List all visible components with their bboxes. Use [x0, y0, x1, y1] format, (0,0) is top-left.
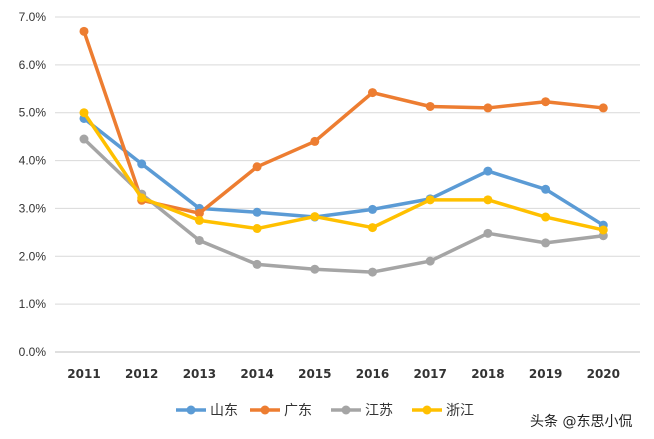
data-point: [368, 204, 377, 214]
data-point: [598, 103, 608, 113]
x-tick-label: 2013: [183, 367, 216, 381]
legend-label: 广东: [284, 403, 312, 419]
y-tick-label: 7.0%: [19, 10, 47, 24]
y-tick-label: 6.0%: [19, 58, 47, 72]
data-point: [541, 184, 551, 194]
series-3: [79, 108, 608, 235]
legend-entry: 浙江: [412, 403, 474, 419]
data-point: [252, 259, 262, 269]
x-tick-label: 2011: [67, 367, 100, 381]
x-tick-label: 2015: [298, 367, 331, 381]
y-axis-ticks: 0.0% 1.0% 2.0% 3.0% 4.0% 5.0% 6.0% 7.0%: [19, 10, 47, 359]
series-line: [82, 137, 606, 274]
legend-entry: 江苏: [331, 403, 393, 419]
data-point: [310, 136, 320, 146]
watermark-text: 头条 @东思小侃: [530, 413, 632, 430]
legend-label: 山东: [210, 403, 238, 419]
data-point: [541, 238, 551, 248]
data-point: [194, 235, 204, 245]
legend-marker: [422, 405, 432, 415]
x-tick-label: 2018: [471, 367, 504, 381]
legend-entry: 广东: [250, 403, 312, 419]
data-point: [79, 26, 89, 36]
x-tick-label: 2019: [529, 367, 562, 381]
y-tick-label: 2.0%: [19, 249, 47, 263]
data-point: [368, 88, 377, 98]
data-point: [194, 208, 204, 218]
data-point: [483, 195, 493, 205]
data-point: [79, 134, 89, 144]
y-tick-label: 4.0%: [19, 154, 47, 168]
series-1: [79, 26, 608, 218]
data-point: [541, 212, 551, 222]
legend-marker: [260, 405, 270, 415]
legend: 山东 广东 江苏 浙江: [176, 403, 474, 419]
y-tick-label: 3.0%: [19, 201, 47, 215]
y-tick-label: 1.0%: [19, 297, 47, 311]
data-point: [425, 195, 435, 205]
data-point: [310, 212, 320, 222]
x-tick-label: 2020: [587, 367, 620, 381]
legend-label: 浙江: [446, 403, 474, 419]
data-point: [137, 159, 147, 169]
x-tick-label: 2017: [413, 367, 446, 381]
y-tick-label: 5.0%: [19, 106, 47, 120]
legend-label: 江苏: [365, 403, 393, 419]
data-point: [137, 193, 147, 203]
legend-marker: [341, 405, 351, 415]
data-point: [252, 207, 262, 217]
data-point: [541, 97, 551, 107]
x-axis-ticks: 2011 2012 2013 2014 2015 2016 2017 2018 2019 2020: [67, 367, 620, 381]
x-tick-label: 2016: [356, 367, 389, 381]
data-point: [483, 103, 493, 113]
series-line: [82, 110, 606, 232]
series-lines: [79, 26, 608, 277]
data-point: [483, 228, 493, 238]
data-point: [425, 256, 435, 266]
grid-lines: [55, 16, 640, 353]
data-point: [425, 101, 435, 111]
data-point: [79, 108, 89, 118]
legend-marker: [186, 405, 196, 415]
series-line: [82, 116, 606, 227]
series-line: [82, 29, 606, 215]
data-point: [252, 224, 262, 234]
data-point: [194, 215, 204, 225]
x-tick-label: 2014: [240, 367, 273, 381]
data-point: [368, 223, 377, 233]
x-tick-label: 2012: [125, 367, 158, 381]
data-point: [310, 264, 320, 274]
legend-entry: 山东: [176, 403, 238, 419]
data-point: [368, 267, 377, 277]
series-2: [79, 134, 608, 277]
data-point: [598, 225, 608, 235]
y-tick-label: 0.0%: [19, 345, 47, 359]
data-point: [483, 166, 493, 176]
data-point: [252, 162, 262, 172]
